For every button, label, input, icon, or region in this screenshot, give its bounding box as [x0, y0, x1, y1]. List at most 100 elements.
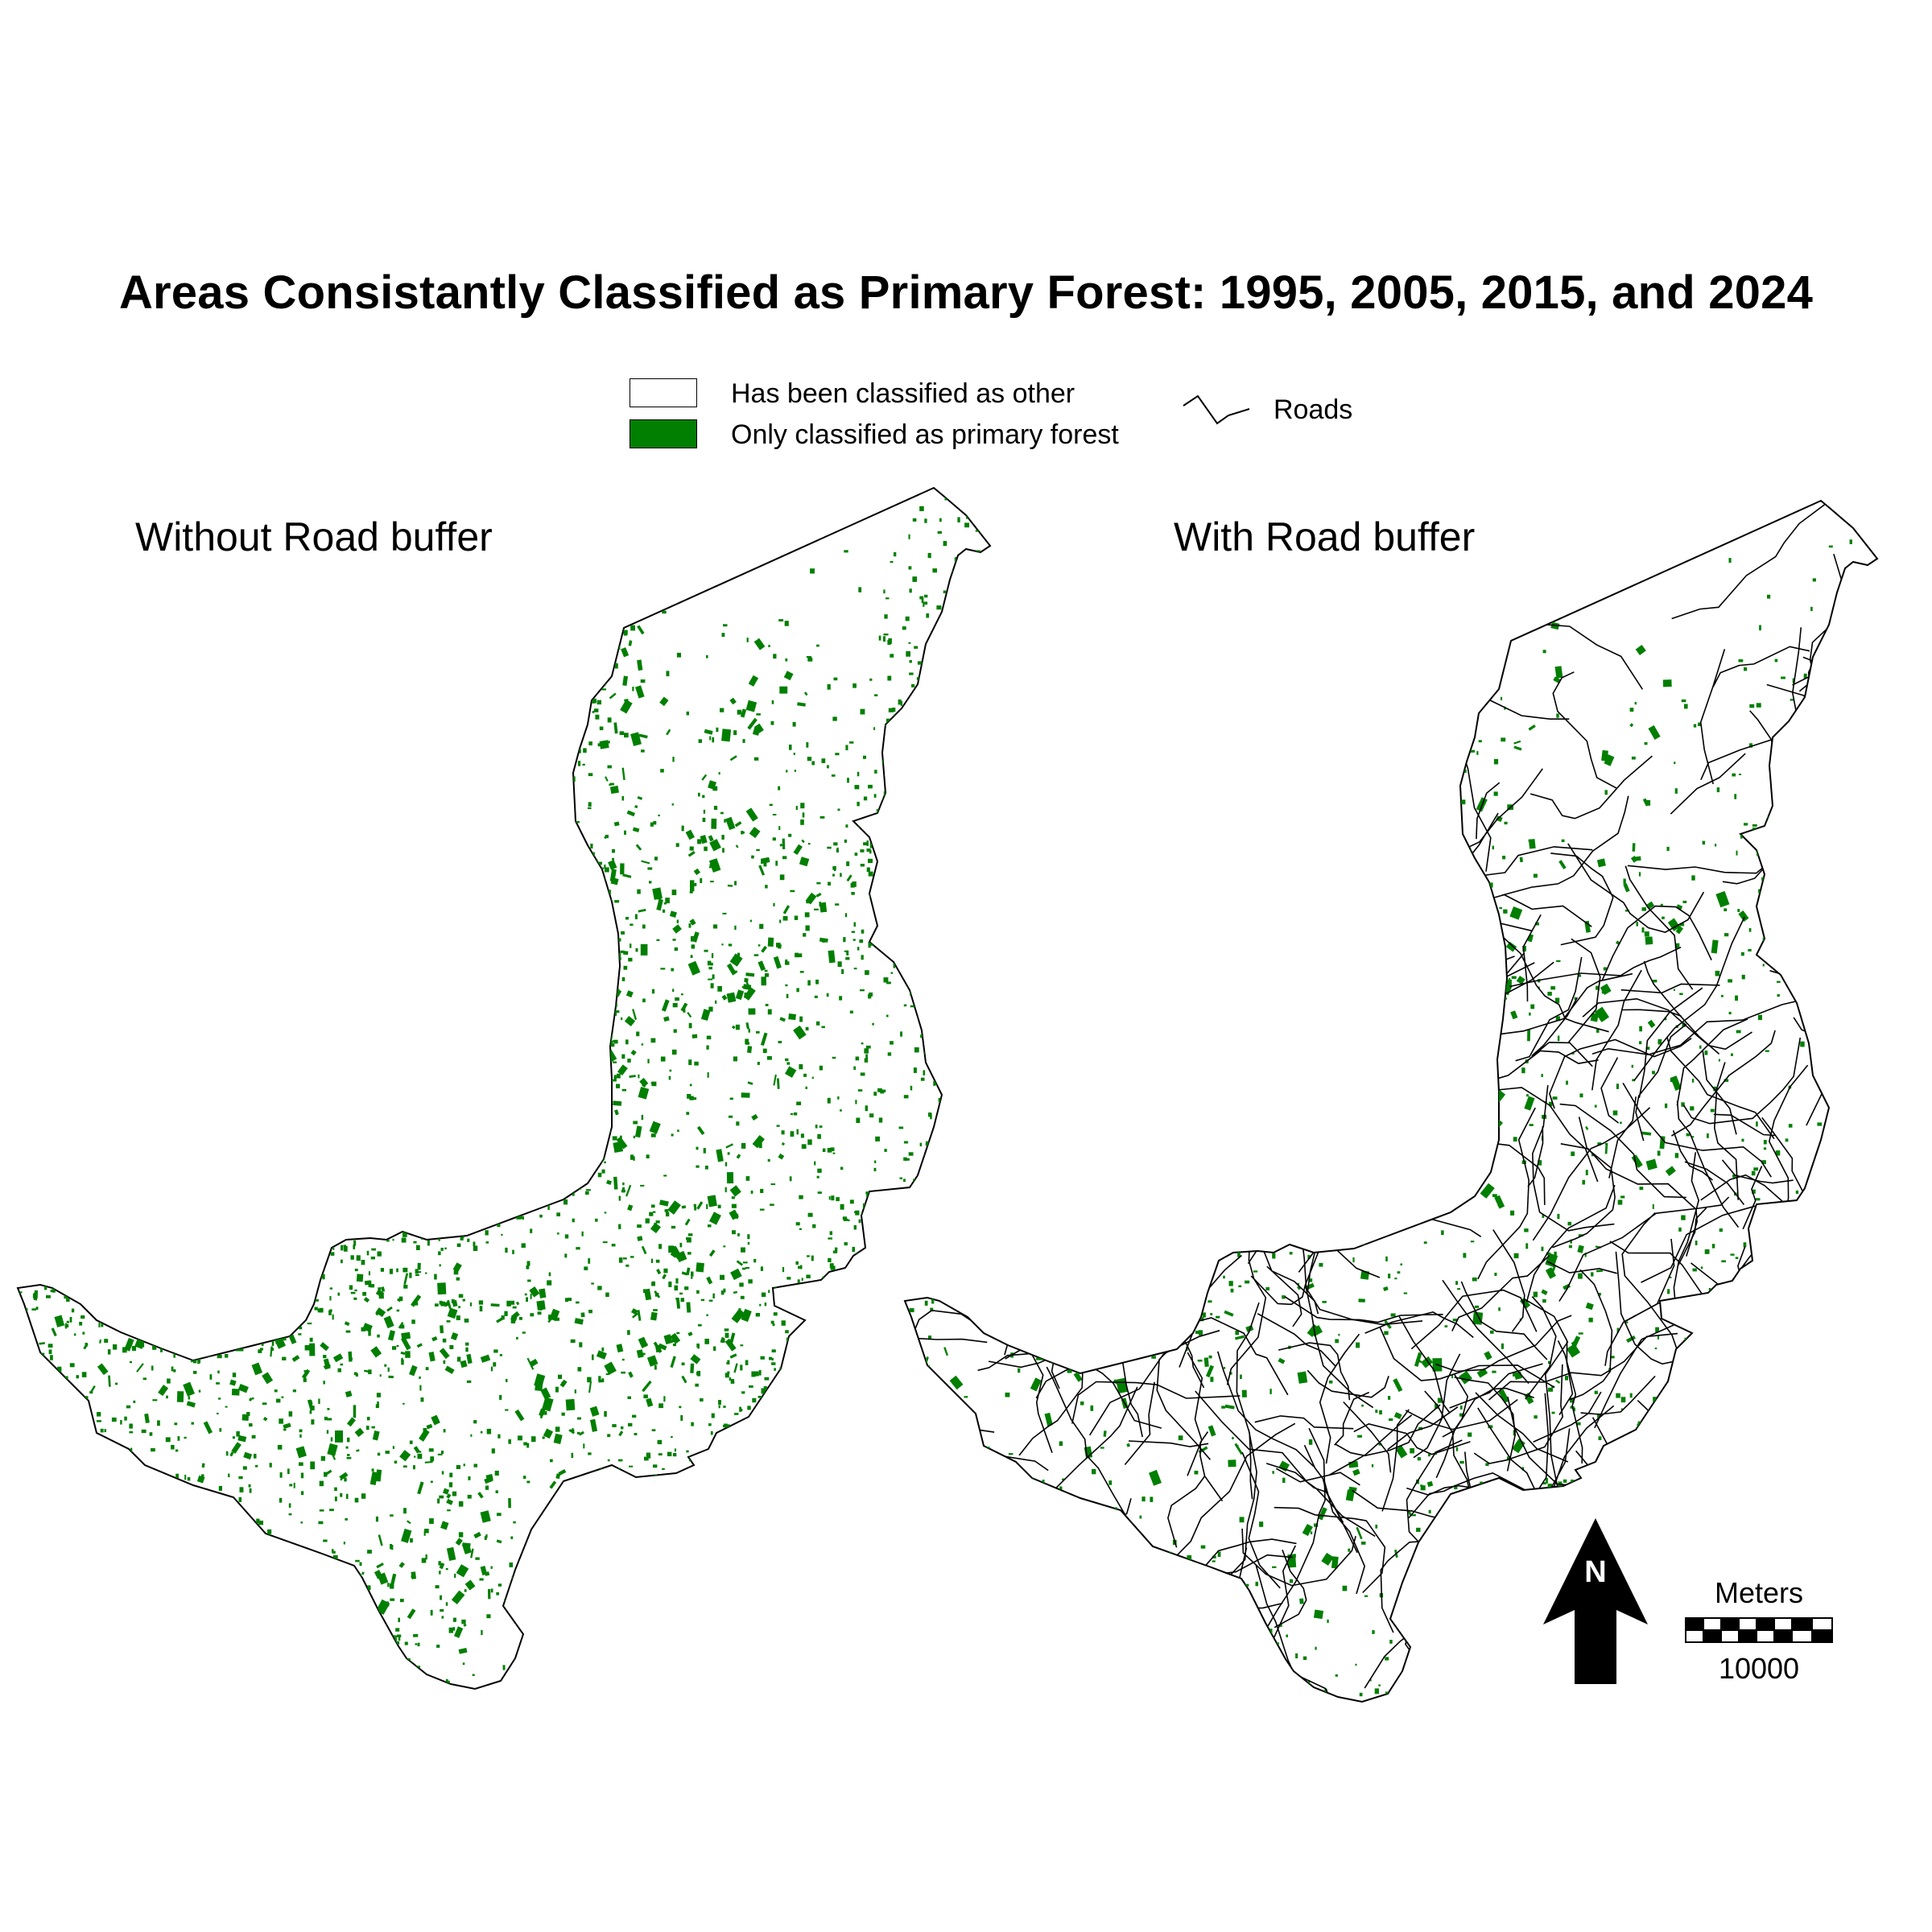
forest-patch — [1635, 644, 1646, 655]
forest-speck — [564, 1127, 570, 1132]
forest-patch — [399, 1450, 411, 1462]
forest-speck — [414, 1455, 416, 1458]
road-line — [1515, 956, 1583, 1062]
forest-speck — [1715, 844, 1717, 847]
forest-speck — [706, 1314, 708, 1316]
forest-speck — [592, 852, 595, 858]
forest-speck — [602, 1094, 605, 1100]
forest-speck — [334, 1496, 337, 1501]
forest-speck — [606, 972, 609, 976]
forest-speck — [581, 931, 584, 937]
forest-speck — [269, 1463, 272, 1468]
forest-speck — [681, 993, 683, 996]
forest-speck — [1458, 828, 1462, 832]
forest-speck — [401, 1359, 404, 1365]
forest-speck — [745, 1176, 750, 1181]
forest-speck — [747, 1234, 750, 1240]
forest-speck — [1751, 1170, 1756, 1176]
forest-speck — [519, 878, 523, 883]
forest-speck — [366, 1426, 369, 1430]
forest-speck — [1704, 1051, 1708, 1055]
forest-speck — [1269, 1389, 1272, 1394]
forest-patch — [686, 1267, 691, 1276]
forest-speck — [1693, 724, 1697, 728]
forest-speck — [846, 950, 849, 956]
forest-patch — [782, 838, 786, 849]
forest-speck — [698, 1324, 702, 1327]
forest-speck — [885, 731, 889, 737]
forest-patch — [51, 1327, 57, 1337]
forest-speck — [790, 1131, 795, 1137]
forest-patch — [605, 776, 609, 782]
forest-patch — [1630, 855, 1638, 863]
forest-patch — [601, 1101, 609, 1114]
forest-speck — [1178, 1435, 1183, 1441]
forest-speck — [411, 1319, 415, 1324]
forest-speck — [1525, 1243, 1529, 1249]
forest-patch — [731, 1025, 736, 1030]
road-line — [1451, 1254, 1550, 1331]
forest-speck — [436, 1219, 439, 1225]
forest-speck — [595, 714, 600, 720]
road-line — [1089, 1330, 1220, 1436]
forest-speck — [380, 1268, 384, 1272]
road-line — [1291, 1157, 1376, 1228]
forest-speck — [700, 1298, 705, 1301]
forest-speck — [807, 757, 812, 762]
forest-patch — [529, 1358, 539, 1367]
forest-speck — [1113, 1528, 1117, 1534]
forest-speck — [866, 1191, 869, 1198]
forest-speck — [952, 573, 955, 580]
forest-speck — [727, 1360, 730, 1364]
forest-patch — [1299, 1598, 1304, 1604]
forest-speck — [1026, 1255, 1031, 1260]
forest-speck — [347, 1454, 350, 1456]
forest-speck — [703, 1148, 706, 1154]
forest-patch — [773, 1074, 777, 1086]
forest-speck — [771, 1362, 776, 1365]
forest-speck — [104, 1339, 109, 1343]
forest-speck — [708, 978, 712, 980]
forest-speck — [1776, 857, 1780, 863]
forest-speck — [868, 871, 873, 877]
forest-speck — [587, 1377, 592, 1383]
forest-speck — [1455, 1281, 1459, 1285]
forest-speck — [1755, 1198, 1761, 1201]
forest-speck — [468, 1026, 473, 1029]
forest-speck — [520, 1615, 524, 1617]
forest-speck — [832, 716, 837, 721]
forest-speck — [411, 1192, 414, 1195]
forest-speck — [353, 1016, 357, 1022]
forest-speck — [1223, 1275, 1225, 1279]
forest-speck — [347, 1437, 350, 1443]
road-line — [1492, 927, 1609, 1033]
forest-speck — [523, 1156, 527, 1162]
forest-speck — [522, 1080, 526, 1085]
forest-speck — [618, 957, 621, 960]
forest-patch — [1494, 1195, 1505, 1209]
forest-speck — [856, 1117, 861, 1123]
forest-speck — [217, 1370, 220, 1374]
forest-speck — [1238, 1285, 1242, 1288]
forest-speck — [738, 1308, 741, 1311]
forest-speck — [676, 652, 681, 658]
forest-speck — [761, 1388, 765, 1394]
forest-speck — [1139, 1195, 1143, 1199]
forest-speck — [504, 1311, 508, 1316]
forest-patch — [1149, 1469, 1162, 1486]
forest-speck — [1828, 545, 1833, 548]
forest-speck — [405, 1214, 408, 1220]
forest-speck — [1435, 1403, 1439, 1410]
forest-speck — [85, 1343, 88, 1347]
forest-speck — [1820, 687, 1823, 691]
forest-speck — [869, 849, 872, 854]
forest-speck — [742, 1261, 748, 1264]
forest-speck — [193, 1370, 197, 1374]
forest-speck — [729, 1115, 733, 1118]
road-line — [1666, 1037, 1775, 1140]
forest-patch — [779, 843, 783, 847]
forest-patch — [542, 1397, 554, 1412]
forest-speck — [849, 1199, 854, 1204]
forest-speck — [1505, 997, 1507, 1000]
forest-speck — [577, 1417, 581, 1420]
